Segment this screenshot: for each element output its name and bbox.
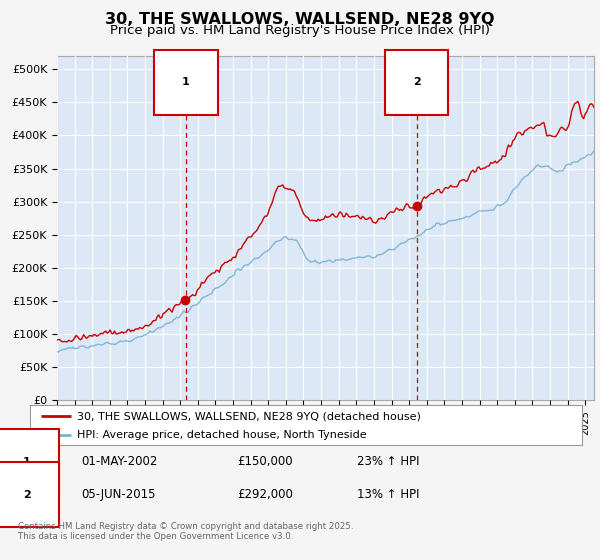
Text: 13% ↑ HPI: 13% ↑ HPI	[357, 488, 419, 501]
Text: 1: 1	[182, 77, 190, 87]
Text: 23% ↑ HPI: 23% ↑ HPI	[357, 455, 419, 468]
Text: £292,000: £292,000	[237, 488, 293, 501]
Text: 2: 2	[413, 77, 421, 87]
Text: 2: 2	[23, 489, 31, 500]
Text: 30, THE SWALLOWS, WALLSEND, NE28 9YQ: 30, THE SWALLOWS, WALLSEND, NE28 9YQ	[105, 12, 495, 27]
Text: 1: 1	[23, 456, 31, 466]
Text: 01-MAY-2002: 01-MAY-2002	[81, 455, 157, 468]
Text: Contains HM Land Registry data © Crown copyright and database right 2025.
This d: Contains HM Land Registry data © Crown c…	[18, 522, 353, 542]
Text: Price paid vs. HM Land Registry's House Price Index (HPI): Price paid vs. HM Land Registry's House …	[110, 24, 490, 37]
Text: HPI: Average price, detached house, North Tyneside: HPI: Average price, detached house, Nort…	[77, 430, 367, 440]
Text: £150,000: £150,000	[237, 455, 293, 468]
Text: 05-JUN-2015: 05-JUN-2015	[81, 488, 155, 501]
Text: 30, THE SWALLOWS, WALLSEND, NE28 9YQ (detached house): 30, THE SWALLOWS, WALLSEND, NE28 9YQ (de…	[77, 411, 421, 421]
